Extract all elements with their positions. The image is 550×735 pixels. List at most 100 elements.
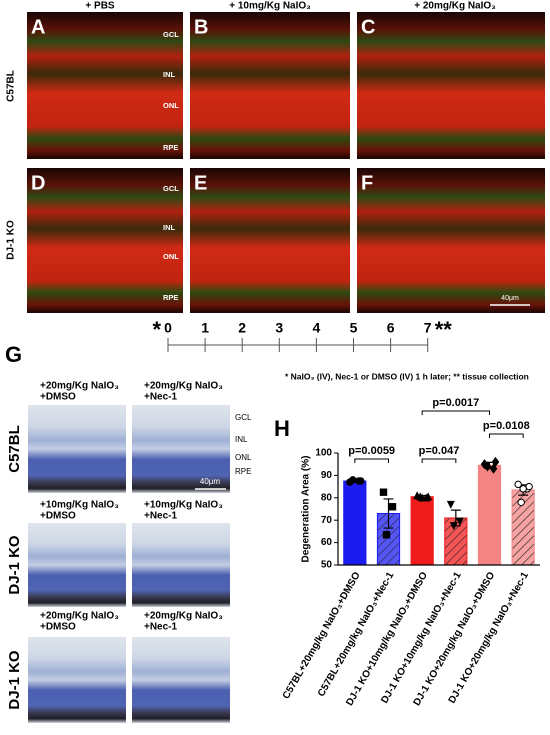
layer-label: GCL xyxy=(235,413,252,422)
y-tick-label: 60 xyxy=(321,537,333,548)
image-caption: +10mg/Kg NaIO₃ xyxy=(144,500,223,511)
significance-bracket xyxy=(354,458,389,463)
column-header: + 10mg/Kg NaIO₃ xyxy=(229,1,311,12)
data-point xyxy=(491,456,500,467)
start-marker: * xyxy=(152,317,161,342)
layer-label: ONL xyxy=(163,252,179,261)
timeline-day: 0 xyxy=(164,320,172,336)
histology-image xyxy=(132,405,230,493)
p-value: p=0.047 xyxy=(419,445,460,457)
image-caption: +Nec-1 xyxy=(144,622,178,633)
panel-label: B xyxy=(194,16,208,38)
row-label: DJ-1 KO xyxy=(6,535,23,595)
data-point xyxy=(517,498,525,506)
y-tick-label: 80 xyxy=(321,492,333,503)
layer-label: RPE xyxy=(163,293,178,302)
significance-bracket xyxy=(421,458,457,463)
panel-label: G xyxy=(5,342,22,367)
layer-label: ONL xyxy=(235,453,252,462)
image-caption: +10mg/Kg NaIO₃ xyxy=(40,500,119,511)
column-header: + 20mg/Kg NaIO₃ xyxy=(414,1,496,12)
micrograph xyxy=(357,168,545,313)
histology-image xyxy=(28,405,126,493)
scale-bar-label: 40μm xyxy=(200,477,221,486)
data-point xyxy=(424,492,433,501)
panel-label: F xyxy=(361,172,373,194)
image-caption: +Nec-1 xyxy=(144,392,178,403)
y-tick-label: 50 xyxy=(321,560,333,571)
micrograph xyxy=(27,12,183,159)
panel-label: D xyxy=(31,172,45,194)
data-point xyxy=(525,482,533,491)
image-caption: +20mg/Kg NaIO₃ xyxy=(40,381,119,392)
significance-bracket xyxy=(421,410,490,415)
image-caption: +20mg/Kg NaIO₃ xyxy=(40,611,119,622)
micrograph xyxy=(190,168,350,313)
layer-label: ONL xyxy=(163,101,179,110)
data-point xyxy=(418,493,427,502)
row-label: C57BL xyxy=(6,70,17,102)
timeline-day: 1 xyxy=(201,320,209,336)
data-point xyxy=(446,500,455,509)
end-marker: ** xyxy=(435,317,453,342)
data-point xyxy=(388,503,397,511)
panel-label: E xyxy=(194,172,207,194)
image-caption: +DMSO xyxy=(40,511,76,522)
footnote: * NaIO₃ (IV), Nec-1 or DMSO (IV) 1 h lat… xyxy=(285,371,529,381)
data-point xyxy=(519,485,527,493)
histology-image xyxy=(28,637,126,723)
histology-image xyxy=(28,523,126,607)
histology-image xyxy=(132,523,230,607)
layer-label: INL xyxy=(163,70,176,79)
data-point xyxy=(379,488,388,496)
data-point xyxy=(489,463,498,474)
data-point xyxy=(382,531,391,539)
layer-label: INL xyxy=(235,435,248,444)
timeline-day: 2 xyxy=(238,320,246,336)
data-point xyxy=(349,476,357,484)
image-caption: +Nec-1 xyxy=(144,511,178,522)
data-point xyxy=(514,480,522,489)
image-caption: +DMSO xyxy=(40,392,76,403)
p-value: p=0.0059 xyxy=(348,445,395,457)
timeline-day: 6 xyxy=(387,320,395,336)
significance-bracket xyxy=(489,433,524,438)
image-caption: +20mg/Kg NaIO₃ xyxy=(144,381,223,392)
y-axis-label: Degeneration Area (%) xyxy=(301,456,312,563)
panel-label: H xyxy=(274,416,290,441)
bar xyxy=(410,496,434,566)
data-point xyxy=(455,517,464,526)
y-tick-label: 90 xyxy=(321,470,333,481)
timeline-day: 3 xyxy=(275,320,283,336)
error-bar xyxy=(383,498,394,529)
p-value: p=0.0108 xyxy=(483,420,530,432)
y-tick-label: 70 xyxy=(321,515,333,526)
row-label: C57BL xyxy=(6,425,23,473)
p-value: p=0.0017 xyxy=(432,397,479,409)
image-caption: +DMSO xyxy=(40,622,76,633)
layer-label: RPE xyxy=(235,467,251,476)
bar xyxy=(477,464,502,566)
layer-label: INL xyxy=(163,223,176,232)
data-point xyxy=(483,461,492,472)
timeline-day: 4 xyxy=(313,320,321,336)
timeline-day: 5 xyxy=(350,320,358,336)
layer-label: GCL xyxy=(163,184,179,193)
micrograph xyxy=(190,12,350,159)
column-header: + PBS xyxy=(85,1,115,12)
micrograph xyxy=(357,12,545,159)
layer-label: GCL xyxy=(163,30,179,39)
panel-label: C xyxy=(361,16,375,38)
data-point xyxy=(357,477,365,485)
bar xyxy=(343,480,367,566)
timeline-day: 7 xyxy=(424,320,432,336)
image-caption: +20mg/Kg NaIO₃ xyxy=(144,611,223,622)
row-label: DJ-1 KO xyxy=(6,650,23,710)
micrograph xyxy=(27,168,183,313)
row-label: DJ-1 KO xyxy=(6,220,17,260)
data-point xyxy=(449,522,458,531)
scale-bar-label: 40μm xyxy=(501,295,519,302)
y-tick-label: 100 xyxy=(315,448,332,459)
